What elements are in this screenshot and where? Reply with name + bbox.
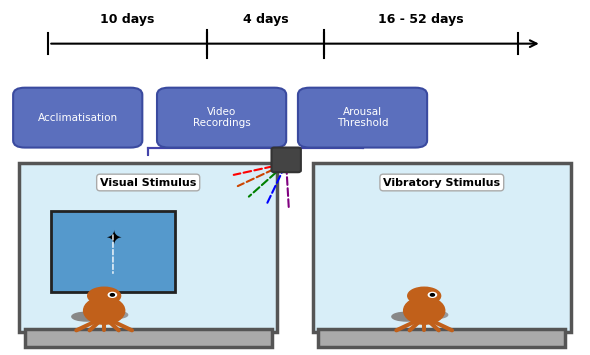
Text: Arousal
Threshold: Arousal Threshold — [337, 107, 388, 129]
Ellipse shape — [104, 311, 127, 318]
FancyBboxPatch shape — [13, 88, 142, 148]
Text: Vibratory Stimulus: Vibratory Stimulus — [384, 178, 500, 187]
FancyBboxPatch shape — [25, 329, 271, 346]
Circle shape — [108, 293, 116, 297]
Ellipse shape — [404, 297, 445, 324]
Circle shape — [110, 294, 114, 296]
FancyBboxPatch shape — [319, 329, 565, 346]
Ellipse shape — [84, 297, 124, 324]
FancyBboxPatch shape — [51, 211, 175, 292]
Text: Acclimatisation: Acclimatisation — [38, 113, 118, 122]
Text: Video
Recordings: Video Recordings — [193, 107, 251, 129]
Text: 10 days: 10 days — [100, 13, 155, 26]
Ellipse shape — [72, 312, 101, 321]
Ellipse shape — [424, 311, 448, 318]
Text: 16 - 52 days: 16 - 52 days — [378, 13, 464, 26]
Ellipse shape — [392, 312, 421, 321]
Ellipse shape — [88, 287, 120, 305]
Text: 4 days: 4 days — [243, 13, 289, 26]
Text: Visual Stimulus: Visual Stimulus — [100, 178, 196, 187]
FancyBboxPatch shape — [19, 163, 277, 333]
FancyBboxPatch shape — [271, 148, 301, 172]
FancyBboxPatch shape — [313, 163, 571, 333]
FancyBboxPatch shape — [298, 88, 427, 148]
Text: ✦: ✦ — [105, 228, 121, 247]
FancyBboxPatch shape — [157, 88, 286, 148]
Circle shape — [428, 293, 437, 297]
Ellipse shape — [408, 287, 441, 305]
Circle shape — [430, 294, 434, 296]
